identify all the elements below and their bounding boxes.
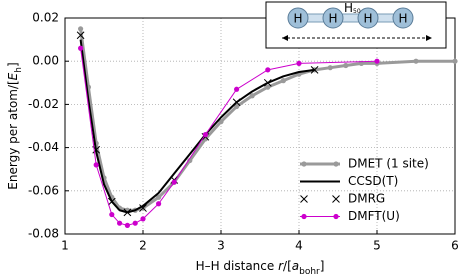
point: [78, 45, 84, 51]
label-part: /[: [283, 259, 292, 273]
point: [93, 162, 99, 168]
legend-marker: [301, 161, 307, 167]
legend-label: CCSD(T): [348, 174, 398, 188]
y-tick-label: 0.02: [32, 11, 59, 25]
x-axis-label: H–H distance r/[abohr]: [196, 259, 325, 276]
point: [327, 65, 333, 71]
label-part: H–H distance: [196, 259, 279, 273]
label-part: H: [344, 1, 353, 15]
label-part: ]: [6, 62, 20, 67]
label-part: 50: [353, 8, 361, 15]
atom-label: H: [363, 12, 372, 26]
plot-frame: [64, 17, 456, 235]
point: [234, 86, 240, 92]
atom: [287, 7, 309, 29]
y-tick-label: 0.00: [32, 54, 59, 68]
label-part: Energy per atom/[: [6, 80, 20, 189]
point: [123, 208, 132, 217]
point: [280, 78, 286, 84]
atom-label: H: [293, 12, 302, 26]
point: [452, 58, 458, 64]
legend-label: DMRG: [348, 192, 385, 206]
atom: [322, 7, 344, 29]
legend-marker: [333, 213, 339, 220]
point: [187, 157, 193, 164]
point: [374, 58, 380, 64]
label-part: ]: [320, 259, 325, 273]
point: [343, 62, 349, 69]
point: [139, 204, 147, 212]
atom: [357, 7, 379, 29]
series-line: [80, 48, 378, 226]
point: [156, 201, 162, 207]
atom-label: H: [328, 12, 337, 26]
point: [310, 65, 319, 74]
y-tick-label: -0.08: [28, 227, 59, 241]
legend-marker: [301, 213, 307, 220]
label-part: r: [278, 259, 284, 273]
point: [249, 93, 255, 99]
legend-marker: [332, 195, 340, 203]
inset-label: H50: [344, 1, 361, 16]
point: [156, 194, 162, 200]
atom-label: H: [398, 12, 407, 26]
point: [413, 58, 419, 64]
point: [265, 67, 271, 73]
y-tick-label: -0.06: [28, 183, 59, 197]
point: [296, 60, 302, 66]
x-tick-label: 4: [295, 239, 303, 253]
label-part: E: [6, 72, 20, 80]
y-tick-label: -0.02: [28, 97, 59, 111]
y-axis-label: Energy per atom/[Eh]: [6, 62, 24, 189]
point: [265, 84, 271, 90]
legend-marker: [300, 195, 308, 203]
point: [78, 26, 84, 32]
point: [107, 197, 116, 206]
point: [171, 179, 177, 185]
legend-label: DMFT(U): [348, 209, 400, 223]
legend-label: DMET (1 site): [348, 157, 429, 171]
atom: [392, 7, 414, 29]
x-tick-label: 3: [217, 239, 225, 253]
point: [218, 119, 224, 125]
point: [232, 98, 241, 107]
x-tick-label: 1: [61, 239, 69, 253]
point: [76, 31, 85, 40]
point: [109, 211, 115, 218]
point: [202, 132, 208, 138]
x-tick-label: 2: [139, 239, 147, 253]
point: [140, 216, 146, 222]
series-line: [79, 39, 315, 214]
series-line: [79, 28, 455, 212]
point: [234, 103, 240, 110]
label-part: bohr: [299, 267, 320, 276]
point: [132, 220, 138, 226]
point: [124, 222, 130, 228]
legend-marker: [333, 161, 339, 167]
label-part: h: [14, 67, 24, 73]
x-tick-label: 5: [373, 239, 381, 253]
x-tick-label: 6: [451, 239, 458, 253]
label-part: a: [292, 259, 299, 273]
point: [117, 220, 123, 226]
y-tick-label: -0.04: [28, 140, 59, 154]
point: [263, 78, 272, 87]
